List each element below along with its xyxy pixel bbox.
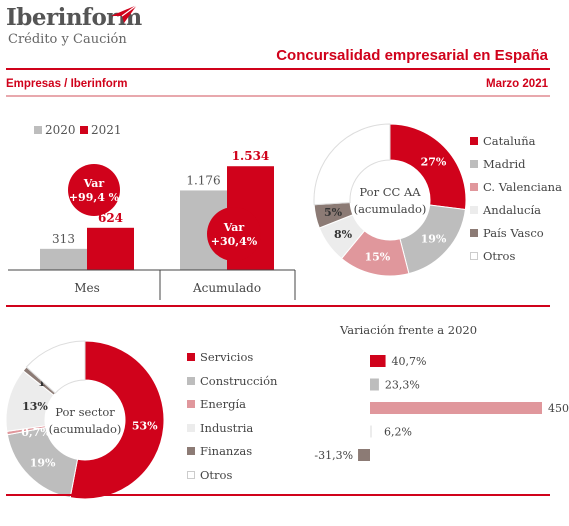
variation-bar-chart: Variación frente a 2020 40,7% 23,3% 450,0% 6… [314, 323, 569, 462]
sector-legend-item: Otros [187, 468, 232, 482]
sector-legend-swatch [187, 470, 195, 479]
variation-bar-Finanzas [358, 449, 370, 461]
sector-slice-label: 13% [22, 400, 48, 413]
variation-chart-title: Variación frente a 2020 [339, 323, 477, 337]
ccaa-legend-label: Madrid [483, 157, 526, 171]
pie-chart-ccaa: 27% 19% 15% 8% 5% Por CC AA (acumulado) [313, 123, 467, 277]
ccaa-legend-swatch [470, 137, 478, 145]
paper-plane-icon [111, 4, 138, 23]
footer-divider [6, 494, 550, 496]
ccaa-legend-item: Otros [470, 249, 515, 263]
header-divider [6, 68, 550, 70]
bar-value-label: 313 [52, 232, 75, 246]
sector-slice-label: 53% [132, 420, 158, 433]
sector-legend-swatch [187, 353, 195, 361]
sector-legend-label: Finanzas [200, 444, 253, 458]
ccaa-legend-label: Otros [483, 249, 516, 263]
ccaa-center-title: Por CC AA [359, 185, 421, 199]
ccaa-legend-item: C. Valenciana [470, 180, 562, 194]
sector-legend-label: Energía [200, 397, 246, 411]
bar-legend-label-2020: 2020 [45, 123, 76, 137]
ccaa-center-subtitle: (acumulado) [354, 202, 427, 216]
variation-value-label: 40,7% [392, 355, 427, 368]
sector-legend-swatch [187, 423, 195, 432]
sector-slice-0 [69, 340, 165, 500]
bar-legend-swatch-2020 [34, 126, 42, 134]
sector-legend-item: Finanzas [187, 444, 252, 458]
ccaa-legend-item: Madrid [470, 157, 526, 171]
variation-bar-Construcción [370, 378, 379, 391]
sector-legend-item: Construcción [187, 374, 277, 388]
variation-bubble [207, 207, 261, 261]
variation-bubble-title: Var [83, 177, 105, 190]
variation-bar-Energía [370, 402, 542, 414]
bar-Mes-2021 [87, 227, 134, 270]
bar-value-label: 1.176 [186, 173, 220, 187]
variation-bubble-value: +30,4% [211, 235, 258, 248]
ccaa-slice-label: 8% [334, 228, 353, 241]
source-label: Empresas / Iberinform [6, 78, 128, 90]
ccaa-legend-swatch [470, 206, 478, 214]
sector-legend-swatch [187, 376, 195, 385]
ccaa-legend-item: País Vasco [470, 226, 544, 240]
sector-legend-swatch [187, 400, 195, 408]
ccaa-legend-label: País Vasco [483, 226, 544, 240]
ccaa-slice-0 [389, 123, 467, 211]
sector-center-subtitle: (acumulado) [49, 422, 122, 436]
ccaa-legend-swatch [470, 229, 478, 237]
sector-legend-item: Industria [187, 421, 253, 435]
sector-legend-label: Servicios [200, 350, 254, 364]
variation-bubble-value: +99,4 % [69, 191, 120, 204]
ccaa-slice-label: 15% [364, 251, 390, 264]
sector-legend-label: Industria [200, 420, 254, 435]
sector-legend-label: Construcción [200, 373, 278, 388]
sector-center-title: Por sector [55, 405, 115, 419]
ccaa-legend-item: Cataluña [470, 134, 535, 148]
page-title: Concursalidad empresarial en España [276, 47, 548, 64]
bar-category-label: Mes [74, 281, 100, 295]
ccaa-slice-5 [313, 123, 391, 206]
middle-divider [6, 305, 550, 307]
ccaa-legend-swatch [470, 183, 478, 191]
sector-slice-5 [25, 340, 86, 394]
pie-sector-legend: Servicios Construcción Energía Industria Fin… [187, 350, 307, 490]
ccaa-legend-label: Cataluña [483, 134, 536, 148]
logo-text: Iberinform [6, 4, 142, 31]
bar-value-label: 624 [98, 211, 123, 225]
bar-category-label: Acumulado [192, 281, 261, 295]
sector-legend-label: Otros [200, 467, 233, 482]
variation-bubble-title: Var [223, 221, 245, 234]
ccaa-slice-label: 19% [421, 232, 447, 245]
variation-bubble [68, 164, 120, 216]
pie-ccaa-legend: Cataluña Madrid C. Valenciana Andalucía País… [470, 126, 569, 276]
variation-value-label: 6,2% [384, 426, 412, 439]
bar-value-label: 1.534 [232, 149, 270, 163]
sector-legend-swatch [187, 447, 195, 455]
variation-bar-Servicios [370, 355, 386, 367]
pie-chart-sector: 53%19%0,7%13%1%Por sector(acumulado) [5, 340, 165, 500]
date-label: Marzo 2021 [485, 78, 548, 90]
sector-legend-item: Energía [187, 397, 246, 411]
ccaa-slice-label: 5% [324, 206, 343, 219]
bar-chart: 2020 2021313624Mes1.1761.534AcumuladoVar+… [8, 123, 296, 300]
variation-bar-Industria [370, 425, 372, 438]
variation-value-label: -31,3% [314, 449, 353, 462]
sector-legend-item: Servicios [187, 350, 253, 364]
variation-value-label: 23,3% [385, 379, 420, 392]
ccaa-legend-label: Andalucía [483, 203, 541, 217]
bar-legend-swatch-2021 [80, 126, 88, 134]
logo-subtitle: Crédito y Caución [8, 32, 127, 47]
ccaa-slice-label: 27% [421, 156, 447, 169]
subheader-divider [6, 95, 550, 97]
sector-slice-label: 19% [30, 456, 56, 469]
variation-value-label: 450,0% [548, 402, 569, 415]
ccaa-legend-swatch [470, 252, 478, 260]
sector-slice-label: 0,7% [21, 426, 51, 439]
bar-legend-label-2021: 2021 [91, 123, 122, 137]
ccaa-legend-item: Andalucía [470, 203, 541, 217]
ccaa-legend-label: C. Valenciana [483, 180, 562, 194]
bar-Mes-2020 [40, 248, 87, 270]
ccaa-legend-swatch [470, 160, 478, 168]
